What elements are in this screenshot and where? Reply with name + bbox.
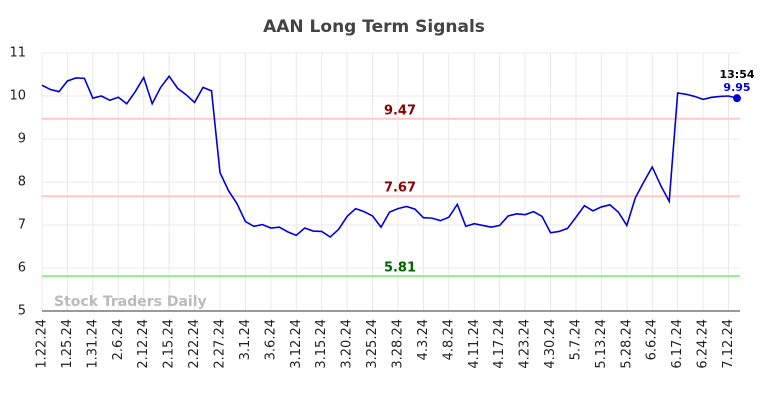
watermark: Stock Traders Daily <box>54 294 207 310</box>
x-tick-label: 4.3.24 <box>416 319 431 360</box>
y-tick-label: 10 <box>9 89 26 104</box>
x-tick-label: 1.25.24 <box>60 319 75 369</box>
last-time: 13:54 <box>719 68 754 81</box>
x-tick-label: 2.6.24 <box>111 319 126 360</box>
x-tick-label: 4.30.24 <box>543 319 558 369</box>
x-tick-label: 7.12.24 <box>721 319 736 369</box>
x-tick-label: 4.8.24 <box>441 319 456 360</box>
x-tick-label: 5.28.24 <box>619 319 634 369</box>
x-tick-label: 3.25.24 <box>365 319 380 369</box>
reference-label: 5.81 <box>384 261 416 276</box>
y-tick-label: 8 <box>18 175 26 190</box>
x-tick-label: 3.1.24 <box>238 319 253 360</box>
x-tick-label: 6.17.24 <box>670 319 685 369</box>
x-tick-label: 3.15.24 <box>314 319 329 369</box>
x-tick-label: 1.22.24 <box>35 319 50 369</box>
price-line <box>41 74 738 239</box>
y-tick-label: 11 <box>9 46 26 61</box>
reference-label: 9.47 <box>384 103 416 118</box>
x-tick-label: 4.23.24 <box>518 319 533 369</box>
x-tick-label: 4.17.24 <box>492 319 507 369</box>
x-tick-label: 1.31.24 <box>85 319 100 369</box>
y-tick-label: 9 <box>18 132 26 147</box>
x-tick-label: 5.13.24 <box>594 319 609 369</box>
x-tick-label: 2.12.24 <box>136 319 151 369</box>
x-tick-label: 6.24.24 <box>696 319 711 369</box>
reference-label: 7.67 <box>384 181 416 196</box>
chart-title: AAN Long Term Signals <box>263 17 485 37</box>
x-tick-label: 3.6.24 <box>263 319 278 360</box>
x-tick-label: 5.7.24 <box>568 319 583 360</box>
x-tick-label: 2.27.24 <box>212 319 227 369</box>
y-tick-label: 7 <box>18 218 26 233</box>
x-tick-label: 2.22.24 <box>187 319 202 369</box>
x-tick-label: 4.11.24 <box>467 319 482 369</box>
x-tick-label: 3.28.24 <box>390 319 405 369</box>
x-tick-label: 6.6.24 <box>645 319 660 360</box>
y-tick-label: 5 <box>18 304 26 319</box>
y-tick-label: 6 <box>18 261 26 276</box>
last-value: 9.95 <box>723 81 750 94</box>
x-tick-label: 3.12.24 <box>289 319 304 369</box>
last-point <box>733 94 741 103</box>
x-tick-label: 3.20.24 <box>340 319 355 369</box>
x-tick-label: 2.15.24 <box>162 319 177 369</box>
